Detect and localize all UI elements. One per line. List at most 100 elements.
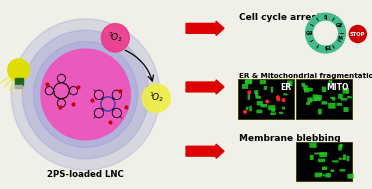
Circle shape <box>43 51 128 138</box>
FancyBboxPatch shape <box>337 103 342 106</box>
Bar <box>15 78 23 85</box>
Circle shape <box>277 98 280 101</box>
FancyBboxPatch shape <box>340 169 345 171</box>
Circle shape <box>276 96 279 99</box>
FancyBboxPatch shape <box>332 97 335 101</box>
FancyBboxPatch shape <box>310 99 317 101</box>
Text: ER & Mitochondrial fragmentation: ER & Mitochondrial fragmentation <box>239 73 372 79</box>
Circle shape <box>244 111 246 113</box>
Circle shape <box>142 84 170 112</box>
FancyBboxPatch shape <box>320 173 323 176</box>
Circle shape <box>41 49 130 140</box>
FancyBboxPatch shape <box>260 80 266 84</box>
FancyBboxPatch shape <box>249 106 252 111</box>
FancyBboxPatch shape <box>328 103 336 109</box>
FancyBboxPatch shape <box>339 158 343 160</box>
Text: MITO: MITO <box>327 83 349 92</box>
FancyBboxPatch shape <box>271 87 273 93</box>
FancyBboxPatch shape <box>330 170 334 172</box>
Text: Membrane blebbing: Membrane blebbing <box>239 134 341 143</box>
FancyBboxPatch shape <box>270 112 276 115</box>
Circle shape <box>101 24 129 52</box>
Circle shape <box>266 100 269 103</box>
Bar <box>296 79 352 119</box>
FancyArrow shape <box>186 144 224 158</box>
FancyBboxPatch shape <box>318 109 322 114</box>
Text: 2PS-loaded LNC: 2PS-loaded LNC <box>47 170 124 179</box>
FancyBboxPatch shape <box>254 90 258 94</box>
FancyBboxPatch shape <box>301 83 305 87</box>
Circle shape <box>11 19 160 170</box>
FancyArrow shape <box>186 80 224 94</box>
FancyBboxPatch shape <box>323 174 326 176</box>
FancyBboxPatch shape <box>282 107 285 109</box>
FancyBboxPatch shape <box>287 81 292 86</box>
Text: G2: G2 <box>336 23 343 28</box>
Text: ER: ER <box>280 83 291 92</box>
FancyBboxPatch shape <box>338 94 343 99</box>
FancyBboxPatch shape <box>271 108 275 112</box>
FancyBboxPatch shape <box>264 86 267 90</box>
FancyBboxPatch shape <box>312 94 318 100</box>
Text: M: M <box>338 36 343 41</box>
FancyBboxPatch shape <box>256 110 262 113</box>
FancyBboxPatch shape <box>347 96 352 98</box>
FancyBboxPatch shape <box>257 101 263 105</box>
Bar <box>238 79 294 119</box>
FancyBboxPatch shape <box>306 102 310 105</box>
Text: STOP: STOP <box>350 32 366 36</box>
Circle shape <box>349 26 366 43</box>
FancyBboxPatch shape <box>320 152 327 155</box>
FancyBboxPatch shape <box>318 95 322 100</box>
FancyBboxPatch shape <box>314 97 321 101</box>
FancyBboxPatch shape <box>279 112 283 114</box>
Circle shape <box>33 42 138 147</box>
FancyBboxPatch shape <box>242 84 248 89</box>
FancyBboxPatch shape <box>308 88 313 91</box>
FancyBboxPatch shape <box>321 101 327 105</box>
FancyBboxPatch shape <box>283 93 288 95</box>
FancyArrow shape <box>186 21 224 36</box>
FancyBboxPatch shape <box>310 155 314 160</box>
FancyBboxPatch shape <box>322 167 327 170</box>
FancyBboxPatch shape <box>310 143 317 148</box>
FancyBboxPatch shape <box>248 94 250 100</box>
FancyBboxPatch shape <box>255 93 258 98</box>
FancyBboxPatch shape <box>304 88 309 92</box>
Circle shape <box>248 91 251 94</box>
FancyBboxPatch shape <box>308 97 312 102</box>
Text: G1: G1 <box>325 46 332 51</box>
Text: $^1\!O_2$: $^1\!O_2$ <box>148 90 164 104</box>
FancyBboxPatch shape <box>343 88 349 94</box>
FancyBboxPatch shape <box>326 173 331 177</box>
FancyBboxPatch shape <box>256 96 261 99</box>
FancyBboxPatch shape <box>338 145 342 151</box>
FancyBboxPatch shape <box>322 87 326 92</box>
FancyBboxPatch shape <box>328 80 332 84</box>
FancyBboxPatch shape <box>341 98 347 101</box>
Text: $^3\!O_2$: $^3\!O_2$ <box>108 30 123 44</box>
FancyBboxPatch shape <box>343 154 346 160</box>
FancyBboxPatch shape <box>314 153 322 155</box>
FancyBboxPatch shape <box>318 159 325 162</box>
FancyBboxPatch shape <box>332 160 339 162</box>
Circle shape <box>306 13 346 53</box>
FancyBboxPatch shape <box>303 85 308 90</box>
Circle shape <box>22 30 149 159</box>
Bar <box>296 142 352 181</box>
Bar <box>15 85 22 88</box>
FancyBboxPatch shape <box>330 97 335 99</box>
FancyBboxPatch shape <box>346 90 348 93</box>
FancyBboxPatch shape <box>319 152 327 157</box>
FancyBboxPatch shape <box>260 104 267 107</box>
Text: G0: G0 <box>306 31 313 36</box>
Circle shape <box>314 21 337 45</box>
FancyBboxPatch shape <box>246 107 248 110</box>
FancyBboxPatch shape <box>343 107 349 112</box>
FancyBboxPatch shape <box>347 174 354 179</box>
FancyBboxPatch shape <box>315 173 321 177</box>
FancyBboxPatch shape <box>340 144 343 148</box>
FancyBboxPatch shape <box>268 105 276 110</box>
Text: Cell cycle arrest: Cell cycle arrest <box>239 13 321 22</box>
Circle shape <box>282 99 285 101</box>
